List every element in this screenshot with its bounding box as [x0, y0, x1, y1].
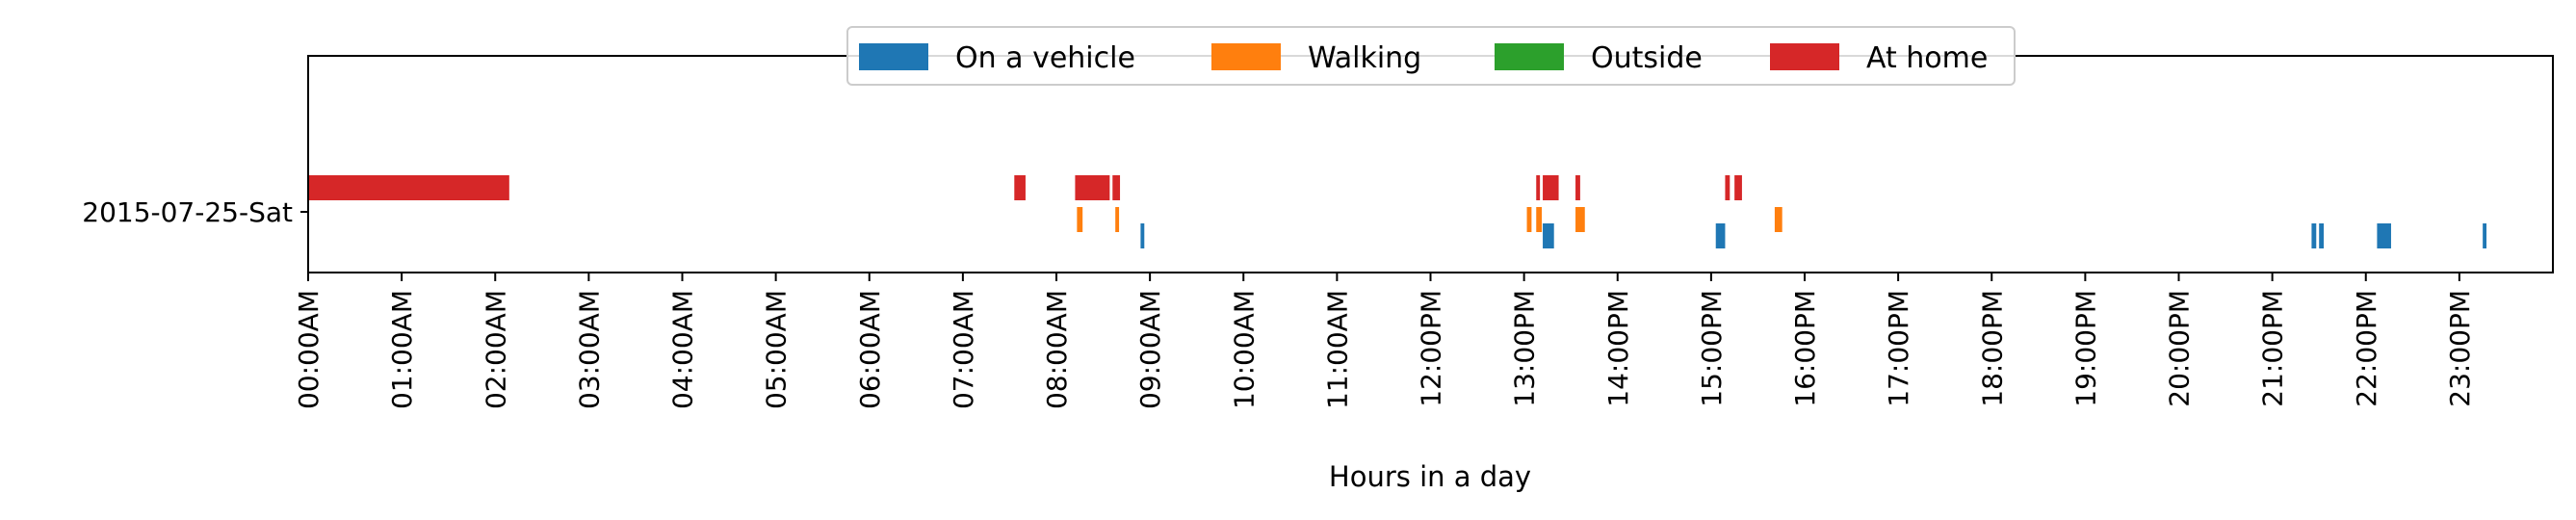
bar-at-home-7	[1725, 175, 1730, 200]
legend-swatch-outside	[1495, 43, 1564, 70]
bar-walking-4	[1575, 207, 1585, 232]
plot-frame	[307, 55, 2554, 273]
bar-walking-3	[1536, 207, 1543, 232]
x-tick-label: 10:00AM	[1228, 290, 1260, 409]
bar-on-a-vehicle-5	[2377, 223, 2391, 248]
x-tick-label: 19:00PM	[2069, 290, 2101, 407]
legend-swatch-walking	[1211, 43, 1281, 70]
bar-on-a-vehicle-2	[1715, 223, 1726, 248]
bar-at-home-3	[1112, 175, 1121, 200]
x-tick-label: 23:00PM	[2444, 290, 2476, 407]
x-tick-label: 07:00AM	[948, 290, 979, 409]
bar-walking-0	[1077, 207, 1083, 232]
x-tick-label: 11:00AM	[1321, 290, 1353, 409]
x-tick-label: 05:00AM	[761, 290, 793, 409]
legend-label-outside: Outside	[1591, 41, 1703, 75]
x-tick-label: 02:00AM	[480, 290, 511, 409]
legend-label-on-a-vehicle: On a vehicle	[955, 41, 1135, 75]
bar-on-a-vehicle-4	[2319, 223, 2325, 248]
x-tick-label: 15:00PM	[1696, 290, 1728, 407]
bar-at-home-6	[1575, 175, 1580, 200]
bar-at-home-8	[1734, 175, 1742, 200]
x-axis-title: Hours in a day	[1329, 460, 1531, 493]
legend-swatch-at-home	[1770, 43, 1839, 70]
bar-at-home-4	[1536, 175, 1541, 200]
x-tick-label: 14:00PM	[1602, 290, 1634, 407]
chart-bars	[308, 175, 2487, 248]
bar-on-a-vehicle-3	[2311, 223, 2317, 248]
x-tick-label: 03:00AM	[573, 290, 605, 409]
x-tick-label: 16:00PM	[1789, 290, 1821, 407]
bar-at-home-5	[1543, 175, 1559, 200]
x-tick-label: 17:00PM	[1883, 290, 1914, 407]
x-tick-label: 08:00AM	[1041, 290, 1073, 409]
x-tick-label: 12:00PM	[1416, 290, 1447, 407]
x-tick-label: 13:00PM	[1509, 290, 1541, 407]
legend-label-walking: Walking	[1308, 41, 1421, 75]
bar-on-a-vehicle-0	[1140, 223, 1145, 248]
x-tick-label: 21:00PM	[2257, 290, 2289, 407]
legend-box	[846, 26, 2016, 86]
bar-on-a-vehicle-1	[1543, 223, 1554, 248]
y-tick-label: 2015-07-25-Sat	[82, 196, 293, 228]
bar-at-home-2	[1075, 175, 1110, 200]
bar-walking-1	[1115, 207, 1120, 232]
x-tick-label: 00:00AM	[293, 290, 325, 409]
bar-walking-5	[1774, 207, 1782, 232]
x-tick-label: 22:00PM	[2351, 290, 2382, 407]
y-axis: 2015-07-25-Sat	[82, 196, 308, 228]
x-tick-label: 09:00AM	[1134, 290, 1166, 409]
x-tick-label: 04:00AM	[667, 290, 699, 409]
x-axis: 00:00AM 01:00AM 02:00AM 03:00AM 04:00AM 05:00…	[293, 273, 2476, 409]
legend-swatch-on-a-vehicle	[859, 43, 928, 70]
x-tick-label: 18:00PM	[1976, 290, 2008, 407]
x-tick-label: 01:00AM	[386, 290, 418, 409]
bar-at-home-1	[1014, 175, 1026, 200]
bar-at-home-0	[308, 175, 509, 200]
legend: On a vehicle Walking Outside At home	[846, 26, 2016, 86]
legend-label-at-home: At home	[1866, 41, 1988, 75]
x-tick-label: 06:00AM	[854, 290, 886, 409]
bar-on-a-vehicle-6	[2483, 223, 2487, 248]
bar-walking-2	[1526, 207, 1532, 232]
x-tick-label: 20:00PM	[2164, 290, 2196, 407]
